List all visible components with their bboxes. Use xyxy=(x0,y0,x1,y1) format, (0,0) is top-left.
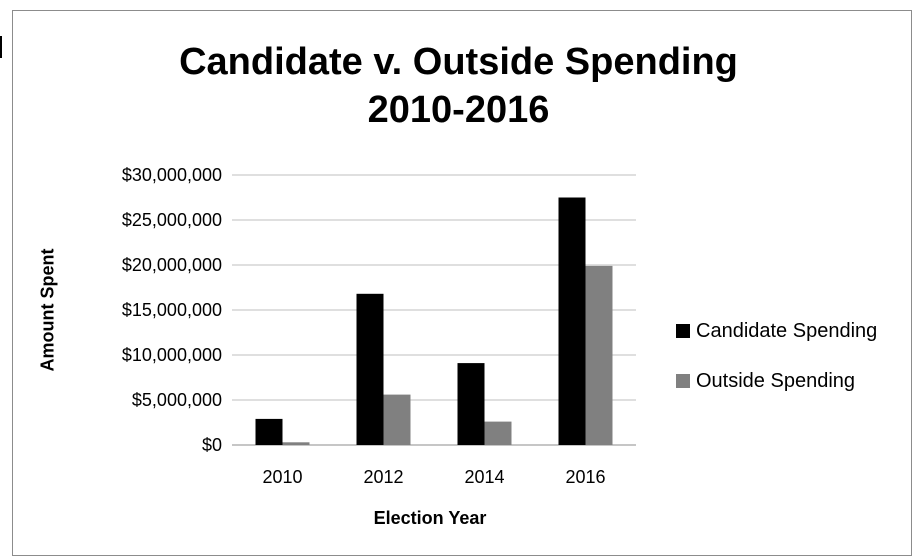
x-axis-label: Election Year xyxy=(373,508,487,528)
bar-candidate-spending xyxy=(457,363,485,445)
y-tick-label: $25,000,000 xyxy=(122,210,222,230)
legend-swatch-outside xyxy=(676,374,690,388)
bar-outside-spending xyxy=(282,442,310,445)
chart-title-line-1: Candidate v. Outside Spending xyxy=(179,41,738,83)
x-tick-label: 2014 xyxy=(464,467,504,487)
chart-title-line-2: 2010-2016 xyxy=(367,89,550,131)
y-tick-label: $5,000,000 xyxy=(132,390,222,410)
legend-label-outside: Outside Spending xyxy=(696,369,856,392)
bar-outside-spending xyxy=(383,394,411,445)
bar-candidate-spending xyxy=(356,293,384,445)
y-axis-label: Amount Spent xyxy=(37,248,58,372)
x-tick-label: 2012 xyxy=(363,467,403,487)
legend-item-outside: Outside Spending xyxy=(676,368,877,394)
y-tick-label: $20,000,000 xyxy=(122,255,222,275)
legend: Candidate Spending Outside Spending xyxy=(676,318,877,418)
x-tick-label: 2016 xyxy=(565,467,605,487)
y-tick-label: $10,000,000 xyxy=(122,345,222,365)
bar-outside-spending xyxy=(585,265,613,445)
edge-mark xyxy=(0,36,6,58)
chart-title: Candidate v. Outside Spending 2010-2016 xyxy=(0,38,917,134)
legend-item-candidate: Candidate Spending xyxy=(676,318,877,344)
chart-frame xyxy=(12,10,912,556)
x-tick-label: 2010 xyxy=(262,467,302,487)
y-tick-label: $30,000,000 xyxy=(122,165,222,185)
y-tick-label: $0 xyxy=(202,435,222,455)
bar-candidate-spending xyxy=(255,418,283,445)
legend-swatch-candidate xyxy=(676,324,690,338)
bar-candidate-spending xyxy=(558,197,586,445)
legend-label-candidate: Candidate Spending xyxy=(696,319,878,342)
bar-outside-spending xyxy=(484,421,512,445)
y-tick-label: $15,000,000 xyxy=(122,300,222,320)
